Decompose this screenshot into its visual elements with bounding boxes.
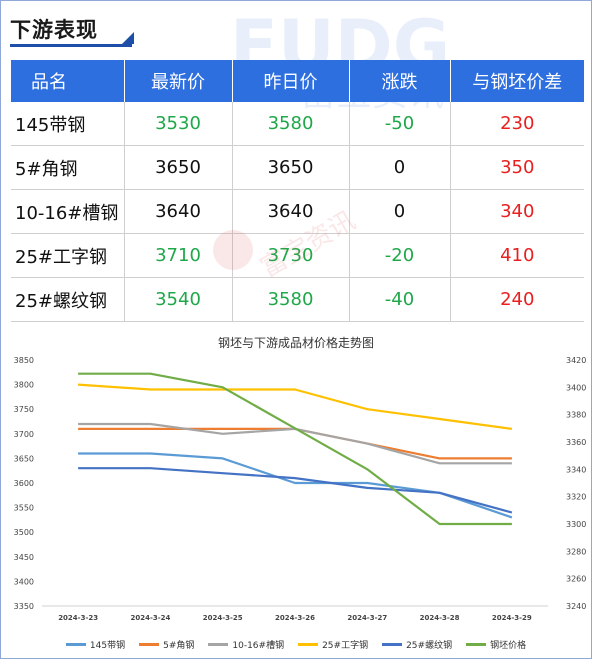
price-change: -50	[349, 102, 451, 146]
series-line	[78, 372, 512, 526]
legend-label: 钢坯价格	[490, 641, 527, 651]
table-header-row: 品名 最新价 昨日价 涨跌 与钢坯价差	[11, 60, 584, 102]
legend-label: 25#螺纹钢	[406, 641, 453, 651]
legend-item: 25#工字钢	[298, 638, 368, 651]
x-tick-label: 2024-3-26	[275, 614, 315, 622]
product-name: 25#螺纹钢	[11, 277, 125, 322]
prev-price: 3640	[232, 189, 350, 234]
product-name: 145带钢	[11, 102, 125, 146]
legend-swatch	[208, 643, 229, 646]
y-left-tick-label: 3850	[14, 356, 34, 365]
legend-label: 10-16#槽钢	[232, 641, 285, 651]
header-name: 品名	[11, 60, 125, 102]
table-row: 10-16#槽钢 3640 3640 0 340	[11, 189, 584, 234]
legend-swatch	[466, 643, 487, 646]
legend-item: 145带钢	[65, 638, 126, 651]
series-line	[78, 383, 513, 430]
billet-spread: 350	[450, 145, 584, 190]
prev-price: 3580	[232, 102, 350, 146]
billet-spread: 340	[450, 189, 584, 234]
y-left-tick-label: 3450	[14, 553, 34, 562]
billet-spread: 410	[450, 233, 584, 278]
product-name: 10-16#槽钢	[11, 189, 125, 234]
header-prev: 昨日价	[232, 60, 350, 102]
legend-item: 钢坯价格	[466, 638, 526, 651]
y-right-tick-label: 3300	[566, 520, 586, 529]
legend-label: 145带钢	[89, 641, 126, 651]
y-right-tick-label: 3400	[566, 383, 586, 392]
y-right-tick-label: 3280	[566, 547, 586, 556]
product-name: 25#工字钢	[11, 233, 125, 278]
header-change: 涨跌	[349, 60, 451, 102]
y-right-tick-label: 3320	[566, 493, 586, 502]
y-right-tick-label: 3380	[566, 411, 586, 420]
legend-item: 10-16#槽钢	[208, 638, 284, 651]
x-tick-label: 2024-3-28	[420, 614, 460, 622]
latest-price: 3530	[124, 102, 233, 146]
x-tick-label: 2024-3-25	[203, 614, 243, 622]
chart-legend: 145带钢 5#角钢 10-16#槽钢 25#工字钢 25#螺纹钢 钢坯价格	[0, 638, 592, 651]
line-chart: 3350 3400 3450 3500 3550 3600 3650 3700 3750 3800…	[14, 356, 587, 622]
price-table: 品名 最新价 昨日价 涨跌 与钢坯价差 145带钢 3530 3580 -50 …	[11, 60, 584, 322]
header-latest: 最新价	[124, 60, 233, 102]
table-row: 25#工字钢 3710 3730 -20 410	[11, 233, 584, 278]
title-underline	[10, 44, 132, 47]
x-tick-label: 2024-3-27	[347, 614, 387, 622]
legend-swatch	[65, 643, 86, 646]
y-right-tick-label: 3260	[566, 575, 586, 584]
latest-price: 3640	[124, 189, 233, 234]
y-left-tick-label: 3700	[14, 430, 34, 439]
y-left-tick-label: 3500	[14, 528, 34, 537]
x-tick-label: 2024-3-23	[58, 614, 98, 622]
latest-price: 3650	[124, 145, 233, 190]
y-left-tick-label: 3350	[14, 602, 34, 611]
y-right-tick-label: 3340	[566, 465, 586, 474]
table-row: 25#螺纹钢 3540 3580 -40 240	[11, 277, 584, 322]
prev-price: 3650	[232, 145, 350, 190]
latest-price: 3710	[124, 233, 233, 278]
price-change: -20	[349, 233, 451, 278]
x-tick-label: 2024-3-29	[492, 614, 532, 622]
product-name: 5#角钢	[11, 145, 125, 190]
y-left-tick-label: 3800	[14, 381, 34, 390]
y-left-tick-label: 3600	[14, 479, 34, 488]
y-right-tick-label: 3360	[566, 438, 586, 447]
title-corner-mark	[122, 32, 134, 44]
y-left-tick-label: 3750	[14, 405, 34, 414]
legend-item: 5#角钢	[139, 638, 194, 651]
y-right-tick-label: 3420	[566, 356, 586, 365]
x-tick-label: 2024-3-24	[130, 614, 170, 622]
price-change: 0	[349, 145, 451, 190]
prev-price: 3580	[232, 277, 350, 322]
chart-title: 钢坯与下游成品材价格走势图	[217, 336, 374, 350]
table-row: 145带钢 3530 3580 -50 230	[11, 102, 584, 146]
billet-spread: 230	[450, 102, 584, 146]
legend-swatch	[382, 643, 403, 646]
latest-price: 3540	[124, 277, 233, 322]
price-change: -40	[349, 277, 451, 322]
section-title: 下游表现	[10, 18, 98, 42]
table-row: 5#角钢 3650 3650 0 350	[11, 145, 584, 190]
y-right-tick-label: 3240	[566, 602, 586, 611]
series-line	[78, 467, 513, 514]
y-left-tick-label: 3400	[14, 577, 34, 586]
y-left-tick-label: 3650	[14, 454, 34, 463]
y-left-tick-label: 3550	[14, 504, 34, 513]
legend-swatch	[298, 643, 319, 646]
legend-swatch	[139, 643, 160, 646]
price-change: 0	[349, 189, 451, 234]
prev-price: 3730	[232, 233, 350, 278]
section-header: 下游表现	[10, 14, 134, 47]
header-spread: 与钢坯价差	[450, 60, 584, 102]
legend-label: 5#角钢	[163, 641, 195, 651]
legend-label: 25#工字钢	[322, 641, 369, 651]
billet-spread: 240	[450, 277, 584, 322]
legend-item: 25#螺纹钢	[382, 638, 452, 651]
